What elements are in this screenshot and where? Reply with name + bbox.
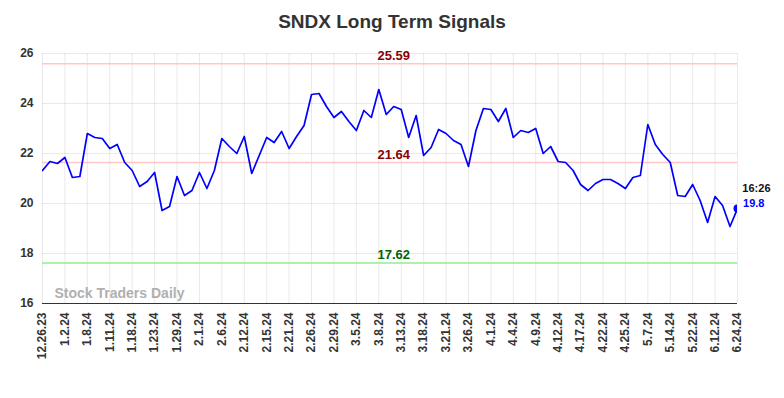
- svg-text:24: 24: [20, 96, 34, 110]
- svg-text:26: 26: [20, 46, 34, 60]
- svg-text:3.13.24: 3.13.24: [394, 312, 408, 352]
- svg-text:2.29.24: 2.29.24: [327, 312, 341, 352]
- svg-text:3.18.24: 3.18.24: [416, 312, 430, 352]
- svg-text:5.14.24: 5.14.24: [663, 312, 677, 352]
- svg-text:4.17.24: 4.17.24: [573, 312, 587, 352]
- svg-text:4.4.24: 4.4.24: [506, 312, 520, 346]
- svg-text:3.5.24: 3.5.24: [349, 312, 363, 346]
- svg-text:Stock Traders Daily: Stock Traders Daily: [55, 285, 185, 301]
- svg-text:4.25.24: 4.25.24: [618, 312, 632, 352]
- svg-text:4.1.24: 4.1.24: [484, 312, 498, 346]
- svg-text:3.21.24: 3.21.24: [439, 312, 453, 352]
- svg-text:22: 22: [20, 146, 34, 160]
- svg-text:2.15.24: 2.15.24: [260, 312, 274, 352]
- svg-text:6.24.24: 6.24.24: [730, 312, 744, 352]
- svg-text:16: 16: [20, 296, 34, 310]
- svg-text:2.1.24: 2.1.24: [192, 312, 206, 346]
- svg-text:1.18.24: 1.18.24: [125, 312, 139, 352]
- svg-text:19.8: 19.8: [743, 197, 764, 209]
- svg-text:2.6.24: 2.6.24: [215, 312, 229, 346]
- svg-text:1.8.24: 1.8.24: [80, 312, 94, 346]
- svg-text:16:26: 16:26: [742, 182, 770, 194]
- svg-text:1.29.24: 1.29.24: [170, 312, 184, 352]
- svg-text:12.26.23: 12.26.23: [35, 312, 49, 359]
- svg-text:4.22.24: 4.22.24: [596, 312, 610, 352]
- svg-text:5.7.24: 5.7.24: [641, 312, 655, 346]
- html-text:SNDX Long Term Signals: SNDX Long Term Signals: [278, 11, 506, 32]
- svg-text:25.59: 25.59: [377, 48, 410, 63]
- svg-text:2.12.24: 2.12.24: [237, 312, 251, 352]
- svg-text:2.26.24: 2.26.24: [304, 312, 318, 352]
- svg-text:18: 18: [20, 246, 34, 260]
- svg-text:21.64: 21.64: [377, 147, 410, 162]
- svg-text:1.11.24: 1.11.24: [103, 312, 117, 352]
- svg-text:20: 20: [20, 196, 34, 210]
- svg-text:5.22.24: 5.22.24: [686, 312, 700, 352]
- svg-text:2.21.24: 2.21.24: [282, 312, 296, 352]
- svg-text:3.8.24: 3.8.24: [372, 312, 386, 346]
- svg-text:1.23.24: 1.23.24: [147, 312, 161, 352]
- svg-text:4.9.24: 4.9.24: [529, 312, 543, 346]
- svg-text:4.12.24: 4.12.24: [551, 312, 565, 352]
- svg-text:6.12.24: 6.12.24: [708, 312, 722, 352]
- svg-text:17.62: 17.62: [377, 247, 410, 262]
- svg-text:1.2.24: 1.2.24: [58, 312, 72, 346]
- svg-text:3.26.24: 3.26.24: [461, 312, 475, 352]
